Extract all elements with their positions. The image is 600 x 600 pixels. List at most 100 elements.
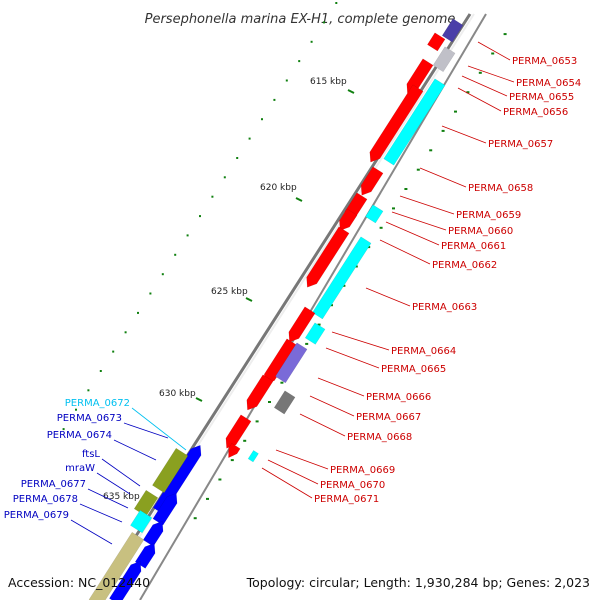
outer-dot-20 [124,331,127,334]
inner-dot-23 [218,478,222,481]
gene-label-left: PERMA_0672 [65,398,130,409]
tick-label-2: 625 kbp [211,287,248,297]
inner-ring-line [139,13,487,600]
gene-label-right: PERMA_0653 [512,56,577,67]
gene-block-5 [369,84,424,163]
tick-mark-2 [245,297,253,302]
leader-line-right-16 [275,449,329,470]
leader-line-right-11 [331,331,390,351]
gene-label-right: PERMA_0664 [391,346,456,357]
gene-block-2 [432,46,456,73]
gene-label-right: PERMA_0671 [314,494,379,505]
accession-text: Accession: NC_012440 [8,575,150,590]
outer-dot-17 [161,273,164,276]
gene-labels-layer: PERMA_0653 PERMA_0654 PERMA_0655 PERMA_0656… [4,56,581,521]
outer-dot-16 [174,253,177,256]
leader-line-left-1 [123,422,169,439]
leader-line-right-3 [457,87,502,112]
leader-lines-layer [70,41,515,545]
tick-mark-0 [347,89,355,94]
leader-line-left-2 [113,439,157,461]
inner-dot-0 [503,33,507,36]
leader-line-left-7 [70,519,113,545]
inner-dot-16 [305,342,309,345]
gene-block-29 [109,560,142,600]
gene-block-22 [152,447,189,494]
inner-dot-13 [342,284,346,287]
inner-dot-21 [243,439,247,442]
outer-dot-6 [298,60,301,63]
gene-label-right: PERMA_0670 [320,480,385,491]
inner-dot-1 [491,52,495,55]
outer-dot-23 [87,389,90,392]
leader-line-left-4 [96,472,131,495]
outer-dot-3 [335,2,338,4]
gene-label-right: PERMA_0666 [366,392,431,403]
outer-dot-25 [62,428,65,431]
gene-label-right: PERMA_0663 [412,302,477,313]
outer-dot-12 [223,176,226,179]
inner-dot-5 [441,129,445,132]
leader-line-left-3 [101,458,141,487]
gene-block-9 [339,208,358,231]
gene-label-left: PERMA_0674 [47,430,112,441]
map-title: Persephonella marina EX-H1, complete gen… [145,12,456,27]
gene-block-0 [441,18,464,43]
inner-dot-19 [268,401,271,403]
inner-dot-11 [367,246,371,249]
inner-dot-24 [206,497,209,500]
gene-label-right: PERMA_0669 [330,465,395,476]
leader-line-right-2 [461,75,508,97]
gene-label-left: PERMA_0678 [13,494,78,505]
gene-block-13 [304,322,326,345]
gene-block-27 [88,531,145,600]
outer-dot-7 [285,79,288,82]
tick-mark-3 [195,397,203,402]
leader-line-right-15 [299,413,346,437]
outer-dot-4 [323,21,325,24]
outer-dot-21 [112,350,115,353]
outer-dot-24 [75,408,77,411]
gene-label-right: PERMA_0655 [509,92,574,103]
gene-label-right: PERMA_0668 [347,432,412,443]
leader-line-right-8 [385,221,440,246]
leader-line-right-1 [467,65,515,83]
leader-line-right-5 [419,167,467,188]
leader-line-left-6 [79,503,123,523]
gene-block-11 [312,236,372,320]
gene-block-16 [246,374,274,411]
gene-block-24 [152,492,178,526]
outer-dot-18 [149,292,152,295]
topology-summary: Topology: circular; Length: 1,930,284 bp… [246,575,590,590]
gene-label-right: PERMA_0662 [432,260,497,271]
gene-label-left: ftsL [82,449,100,460]
leader-line-right-18 [261,467,313,499]
leader-line-right-0 [477,41,511,61]
gene-block-18 [225,414,252,449]
inner-dot-6 [429,149,433,152]
leader-line-left-5 [87,488,129,509]
inner-dot-2 [478,71,482,74]
outer-dot-11 [236,157,239,159]
inner-dot-3 [466,91,470,94]
inner-dot-25 [193,517,197,520]
tick-mark-1 [295,197,303,202]
gene-label-right: PERMA_0659 [456,210,521,221]
gene-block-17 [273,390,296,415]
gene-block-19 [228,442,241,459]
inner-dot-7 [416,168,420,171]
inner-dot-20 [255,420,259,423]
gene-block-4 [383,78,446,166]
gene-label-right: PERMA_0656 [503,107,568,118]
gene-label-right: PERMA_0661 [441,241,506,252]
leader-line-right-4 [441,125,487,144]
gene-label-left: mraW [65,463,95,474]
inner-dot-12 [354,265,358,268]
inner-dot-15 [317,323,321,326]
gene-block-8 [365,204,384,224]
tick-label-0: 615 kbp [310,77,347,87]
outer-dot-10 [248,137,251,140]
inner-dot-18 [280,381,284,384]
